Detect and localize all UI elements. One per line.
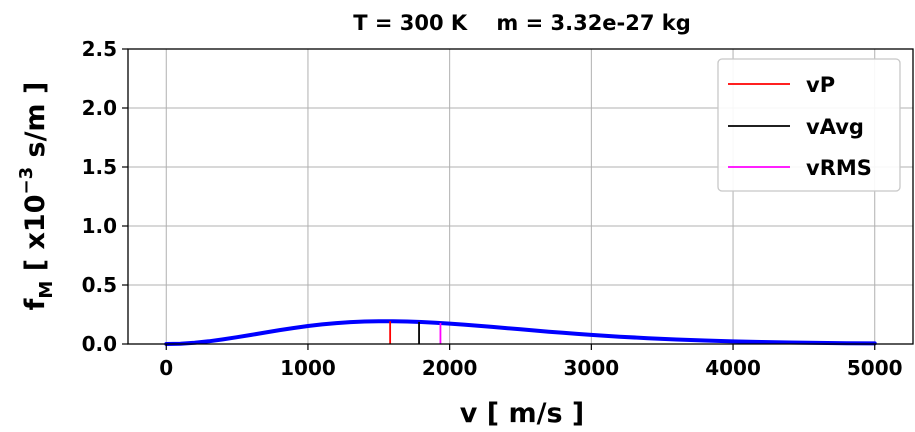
marker-layer <box>389 321 442 344</box>
x-axis-label: v [ m/s ] <box>460 398 585 429</box>
y-axis-ticks: 0.0 0.5 1.0 1.5 2.0 2.5 <box>82 37 128 356</box>
legend: vP vAvg vRMS <box>717 58 901 192</box>
x-tick-label: 3000 <box>564 356 620 380</box>
y-label-exponent: −3 <box>16 167 37 195</box>
x-axis-ticks: 0 1000 2000 3000 4000 5000 <box>159 344 903 380</box>
x-tick-label: 4000 <box>705 356 761 380</box>
x-tick-label: 5000 <box>847 356 903 380</box>
legend-label-vAvg: vAvg <box>806 115 864 139</box>
legend-box <box>717 58 901 192</box>
x-tick-label: 0 <box>159 356 173 380</box>
chart-title: T = 300 K m = 3.32e-27 kg <box>353 11 691 35</box>
plot-frame <box>127 48 914 345</box>
distribution-curve <box>164 319 877 346</box>
curve-layer <box>164 319 877 346</box>
y-tick-label: 0.5 <box>82 273 117 297</box>
legend-label-vP: vP <box>806 73 835 97</box>
y-label-main: f <box>20 298 51 310</box>
y-tick-label: 2.5 <box>82 37 117 61</box>
legend-label-vRMS: vRMS <box>806 156 872 180</box>
y-tick-label: 1.5 <box>82 155 117 179</box>
y-label-bracket: [ x10 <box>20 195 51 281</box>
x-tick-label: 1000 <box>280 356 336 380</box>
y-tick-label: 2.0 <box>82 96 117 120</box>
x-tick-label: 2000 <box>422 356 478 380</box>
y-axis-label: fM [ x10−3 s/m ] <box>16 82 57 311</box>
y-label-unit: s/m ] <box>20 82 51 167</box>
y-label-sub: M <box>36 281 57 299</box>
y-tick-label: 0.0 <box>82 332 117 356</box>
y-tick-label: 1.0 <box>82 214 117 238</box>
